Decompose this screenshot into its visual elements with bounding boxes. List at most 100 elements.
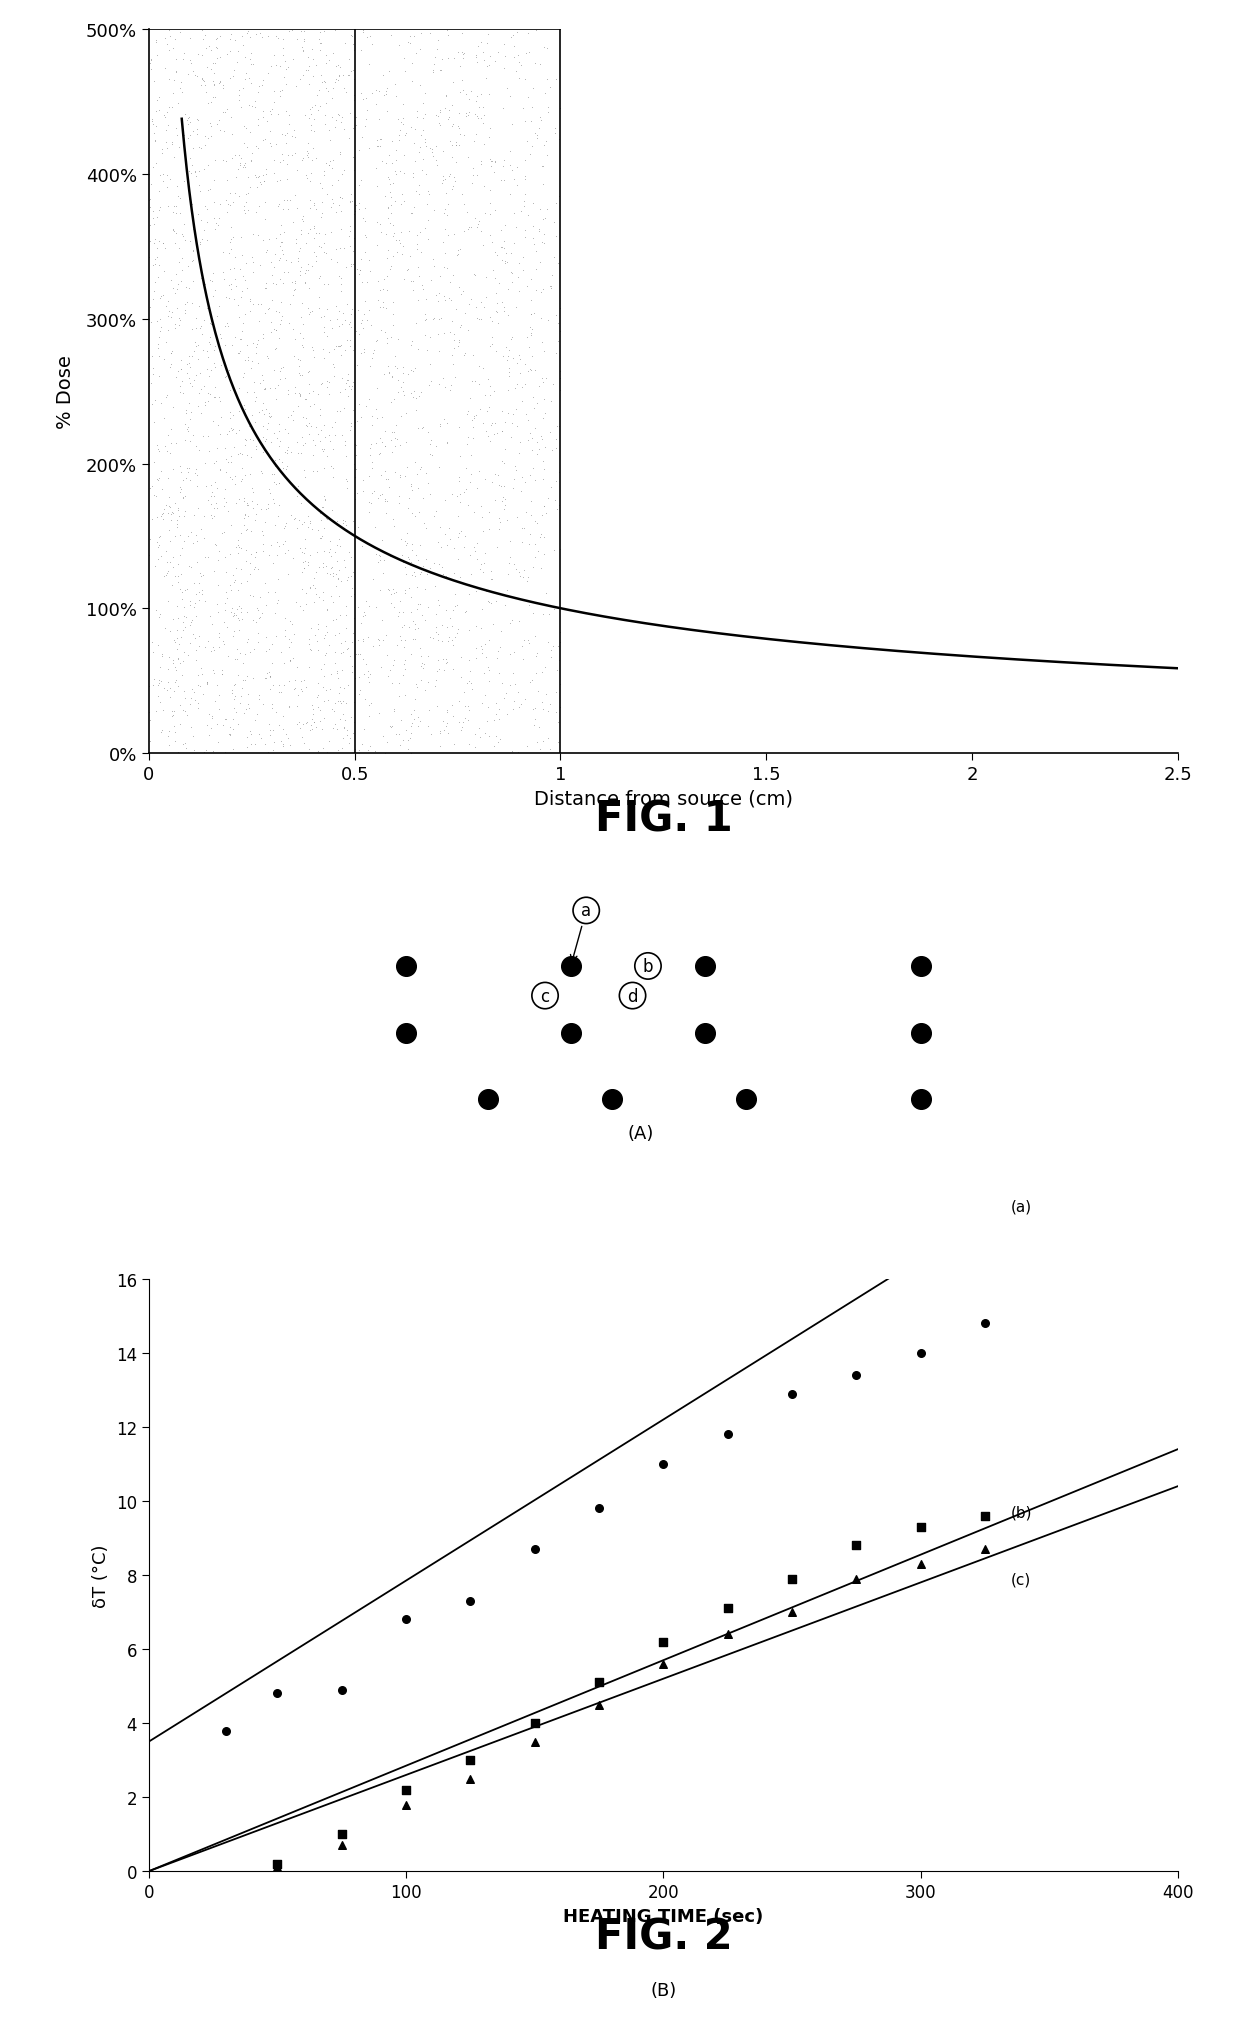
Point xyxy=(150,160,170,192)
Point xyxy=(548,706,568,738)
Point xyxy=(381,190,401,223)
Point xyxy=(166,591,186,623)
Point xyxy=(475,380,495,413)
Point xyxy=(241,283,260,316)
Point xyxy=(546,63,565,95)
Point xyxy=(474,99,494,131)
Point xyxy=(149,522,169,554)
Point xyxy=(321,192,341,225)
Point xyxy=(477,397,497,429)
Point xyxy=(197,668,217,700)
Point xyxy=(489,459,508,492)
Point xyxy=(469,455,489,488)
Point xyxy=(305,411,325,443)
Point xyxy=(169,560,188,593)
Point xyxy=(165,716,185,749)
Point xyxy=(236,544,255,577)
Point xyxy=(404,376,424,409)
Point xyxy=(180,107,200,140)
Point xyxy=(244,550,264,583)
Point xyxy=(511,51,531,83)
Point xyxy=(315,218,335,251)
Point xyxy=(384,577,404,609)
Point xyxy=(506,552,526,585)
Point xyxy=(450,562,470,595)
Point xyxy=(179,109,198,142)
Point xyxy=(231,688,250,720)
Point xyxy=(450,235,470,267)
Point xyxy=(536,577,556,609)
Point xyxy=(303,144,322,176)
Point xyxy=(357,95,377,127)
Point xyxy=(381,251,401,283)
Point xyxy=(378,662,398,694)
Point xyxy=(154,672,174,704)
Point xyxy=(264,488,284,520)
Point xyxy=(329,581,348,613)
Point xyxy=(244,704,264,736)
Point xyxy=(224,322,244,354)
Point xyxy=(324,696,343,728)
Point xyxy=(293,421,312,453)
Point xyxy=(331,340,351,372)
Point xyxy=(376,180,396,212)
Point xyxy=(228,372,248,405)
Point xyxy=(293,204,312,237)
Point xyxy=(343,617,363,649)
Point xyxy=(345,407,365,439)
Point xyxy=(434,706,454,738)
Point xyxy=(252,22,272,55)
Point xyxy=(310,34,330,67)
Point xyxy=(391,107,410,140)
Point xyxy=(551,356,570,388)
Point xyxy=(455,297,475,330)
Point xyxy=(208,680,228,712)
Point xyxy=(309,583,329,615)
Point xyxy=(508,736,528,769)
Point xyxy=(260,477,280,510)
Point xyxy=(164,645,184,678)
Point xyxy=(471,613,491,645)
Point xyxy=(444,595,464,627)
Point xyxy=(482,467,502,500)
Point xyxy=(372,146,392,178)
Point xyxy=(315,481,335,514)
Point xyxy=(329,562,348,595)
Point xyxy=(500,607,520,639)
Point xyxy=(451,36,471,69)
Point xyxy=(255,186,275,218)
Point xyxy=(182,150,202,182)
Point xyxy=(397,427,417,459)
Point xyxy=(469,93,489,125)
Point xyxy=(357,305,377,338)
Point xyxy=(281,14,301,47)
Point xyxy=(309,668,329,700)
Point xyxy=(494,150,513,182)
Point xyxy=(253,386,273,419)
Point xyxy=(182,190,202,223)
Point xyxy=(410,216,430,249)
Point xyxy=(269,245,289,277)
Point xyxy=(373,291,393,324)
Point xyxy=(286,651,306,684)
Point xyxy=(254,374,274,407)
Point xyxy=(306,194,326,227)
Point xyxy=(175,637,195,670)
Point xyxy=(393,186,413,218)
Point xyxy=(243,581,263,613)
Point xyxy=(337,670,357,702)
Point xyxy=(247,162,267,194)
Point xyxy=(405,560,425,593)
Point xyxy=(469,712,489,744)
Point xyxy=(330,138,350,170)
Point xyxy=(331,107,351,140)
Point xyxy=(319,378,339,411)
Point xyxy=(325,111,345,144)
Point xyxy=(454,532,474,564)
Point xyxy=(502,657,522,690)
Point xyxy=(241,144,260,176)
Point xyxy=(299,69,319,101)
Point xyxy=(527,637,547,670)
Point xyxy=(435,643,455,676)
Point xyxy=(198,435,218,467)
